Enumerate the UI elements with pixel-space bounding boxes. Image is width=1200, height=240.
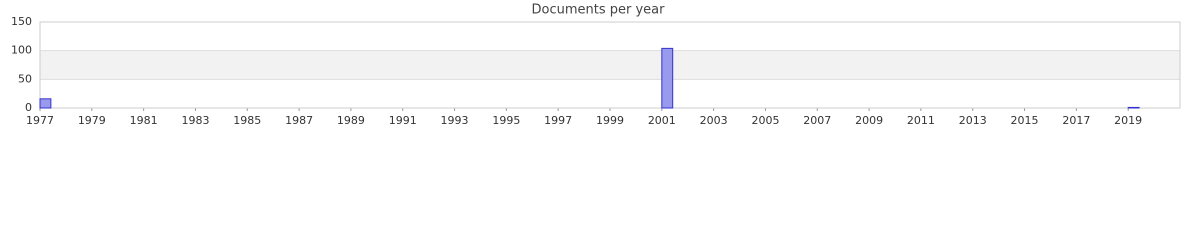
bar bbox=[39, 98, 52, 109]
x-tick-label: 2009 bbox=[855, 114, 883, 127]
x-tick-label: 1985 bbox=[233, 114, 261, 127]
x-tick-label: 1979 bbox=[78, 114, 106, 127]
y-tick-label: 50 bbox=[18, 72, 32, 85]
x-tick-label: 2007 bbox=[803, 114, 831, 127]
x-tick-label: 2013 bbox=[959, 114, 987, 127]
bar bbox=[661, 47, 674, 109]
x-tick-label: 2001 bbox=[648, 114, 676, 127]
x-tick-label: 1997 bbox=[544, 114, 572, 127]
x-tick-label: 1993 bbox=[441, 114, 469, 127]
chart-title: Documents per year bbox=[532, 3, 666, 18]
x-tick-label: 1987 bbox=[285, 114, 313, 127]
x-tick-label: 1981 bbox=[130, 114, 158, 127]
grid-band bbox=[40, 50, 1180, 80]
page: Documents per year 0 50 100 150 1977 1979 1981… bbox=[11, 2, 1181, 127]
x-tick-label: 1989 bbox=[337, 114, 365, 127]
x-tick-label: 2003 bbox=[700, 114, 728, 127]
x-tick-label: 2019 bbox=[1114, 114, 1142, 127]
x-tick-label: 2015 bbox=[1011, 114, 1039, 127]
y-tick-label: 100 bbox=[11, 44, 32, 57]
x-tick-label: 2005 bbox=[751, 114, 779, 127]
x-tick-label: 1991 bbox=[389, 114, 417, 127]
x-tick-label: 1995 bbox=[492, 114, 520, 127]
x-tick-label: 2017 bbox=[1062, 114, 1090, 127]
y-tick-label: 150 bbox=[11, 15, 32, 28]
bar bbox=[1127, 106, 1140, 109]
x-tick-label: 1977 bbox=[26, 114, 54, 127]
plot-border bbox=[39, 21, 1181, 109]
y-tick-label: 0 bbox=[25, 101, 32, 114]
x-tick-label: 1999 bbox=[596, 114, 624, 127]
chart: Documents per year 0 50 100 150 1977 1979 1981… bbox=[11, 3, 1181, 127]
x-tick-label: 2011 bbox=[907, 114, 935, 127]
x-tick-label: 1983 bbox=[181, 114, 209, 127]
